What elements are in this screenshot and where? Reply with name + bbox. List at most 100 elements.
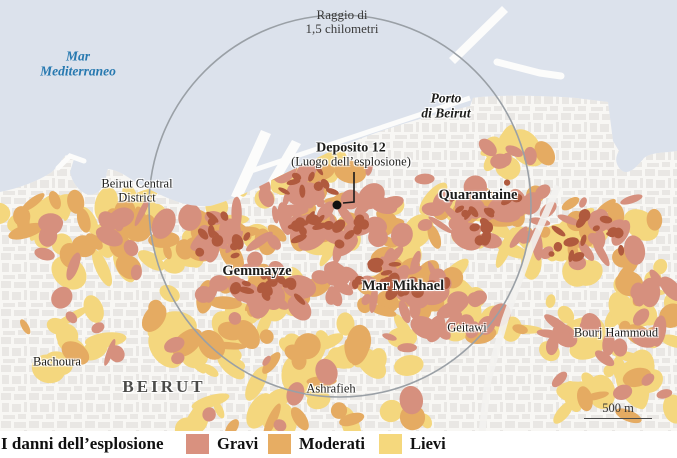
damage-blob [34,247,55,261]
damage-blob [545,336,559,356]
damage-blob [523,146,537,166]
damage-blob [353,217,365,228]
damage-blob [394,354,424,377]
damage-blob [551,225,566,237]
damage-blob [427,224,442,249]
damage-blob [268,261,285,276]
damage-blob [512,324,528,334]
damage-blob [325,286,340,305]
deposito-label: Deposito 12 (Luogo dell’esplosione) [291,141,411,170]
damage-blob [369,286,378,313]
damage-blob [385,285,399,301]
damage-blob [579,320,589,332]
bourj-hammoud-label: Bourj Hammoud [573,325,659,340]
damage-blob [578,241,595,261]
damage-blob [557,305,575,324]
bachoura-label: Bachoura [33,354,81,369]
damage-blob [342,266,360,283]
damage-blob [579,197,587,208]
damage-blob [551,371,568,388]
damage-blob [653,258,668,275]
damage-blob [228,312,242,325]
damage-blob [414,173,435,185]
damage-blob [444,311,462,331]
damage-blob [447,291,469,311]
damage-blob [306,213,321,226]
damage-blob [583,327,594,337]
damage-blob [267,275,278,287]
damage-blob [84,332,127,348]
damage-blob [382,333,397,341]
damage-layer [0,124,677,447]
damage-blob [299,184,306,198]
damage-blob [499,131,520,148]
damage-blob [351,279,359,289]
damage-blob [217,321,244,341]
geitawi-label: Geitawi [447,320,487,335]
damage-blob [470,290,487,306]
damage-blob [291,172,302,181]
damage-blob [171,352,185,365]
damage-blob [247,251,263,268]
damage-blob [195,247,205,257]
damage-blob [361,294,372,306]
damage-blob [397,343,417,353]
damage-blob [409,250,421,274]
damage-blob [293,293,306,305]
damage-blob [612,338,628,357]
damage-blob [220,211,229,221]
damage-blob [327,261,342,276]
damage-blob [641,373,655,386]
port-label: Porto di Beirut [421,90,471,120]
damage-blob [599,215,613,224]
damage-blob [390,222,413,248]
damage-blob [536,329,560,339]
damage-blob [603,364,615,378]
damage-blob [468,206,479,218]
damage-blob [286,382,305,406]
damage-blob [66,252,81,281]
damage-blob [151,208,176,239]
damage-blob [426,280,438,287]
damage-blob [356,282,375,297]
damage-blob [501,152,512,167]
damage-blob [350,341,369,366]
damage-blob [421,202,445,217]
damage-blob [631,328,659,348]
damage-blob [580,234,587,247]
damage-blob [501,196,513,206]
damage-blob [284,344,307,362]
damage-blob [387,246,404,264]
damage-blob [261,291,271,301]
damage-blob [660,334,677,349]
damage-blob [95,226,123,247]
damage-blob [446,192,457,202]
damage-blob [334,239,345,249]
damage-blob [427,261,442,289]
damage-blob [379,278,390,291]
damage-blob [207,224,215,238]
damage-blob [259,329,274,344]
damage-blob [178,203,202,231]
damage-blob [659,276,677,302]
damage-blob [417,281,436,309]
damage-blob [568,249,575,262]
damage-blob [496,241,529,259]
damage-blob [545,294,556,308]
damage-blob [265,388,293,408]
damage-blob [260,268,270,280]
legend-item-moderati: Moderati [268,434,365,454]
damage-blob [553,401,574,424]
damage-blob [613,384,633,400]
damage-blob [308,171,315,182]
damage-blob [563,237,579,247]
damage-blob [213,401,225,419]
damage-blob [483,207,495,218]
damage-blob [365,216,387,236]
beirut-central-district-label: Beirut Central District [101,176,173,204]
damage-blob [202,364,219,377]
damage-blob [245,366,268,401]
deposito-subtitle: (Luogo dell’esplosione) [291,154,411,169]
port-piers [55,6,565,202]
damage-blob [398,300,411,324]
